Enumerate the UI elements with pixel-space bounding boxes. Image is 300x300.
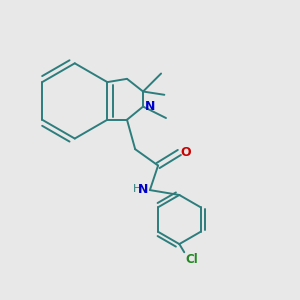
Text: H: H xyxy=(133,184,142,194)
Text: O: O xyxy=(181,146,191,159)
Text: Cl: Cl xyxy=(185,253,198,266)
Text: N: N xyxy=(138,183,148,196)
Text: N: N xyxy=(145,100,155,113)
